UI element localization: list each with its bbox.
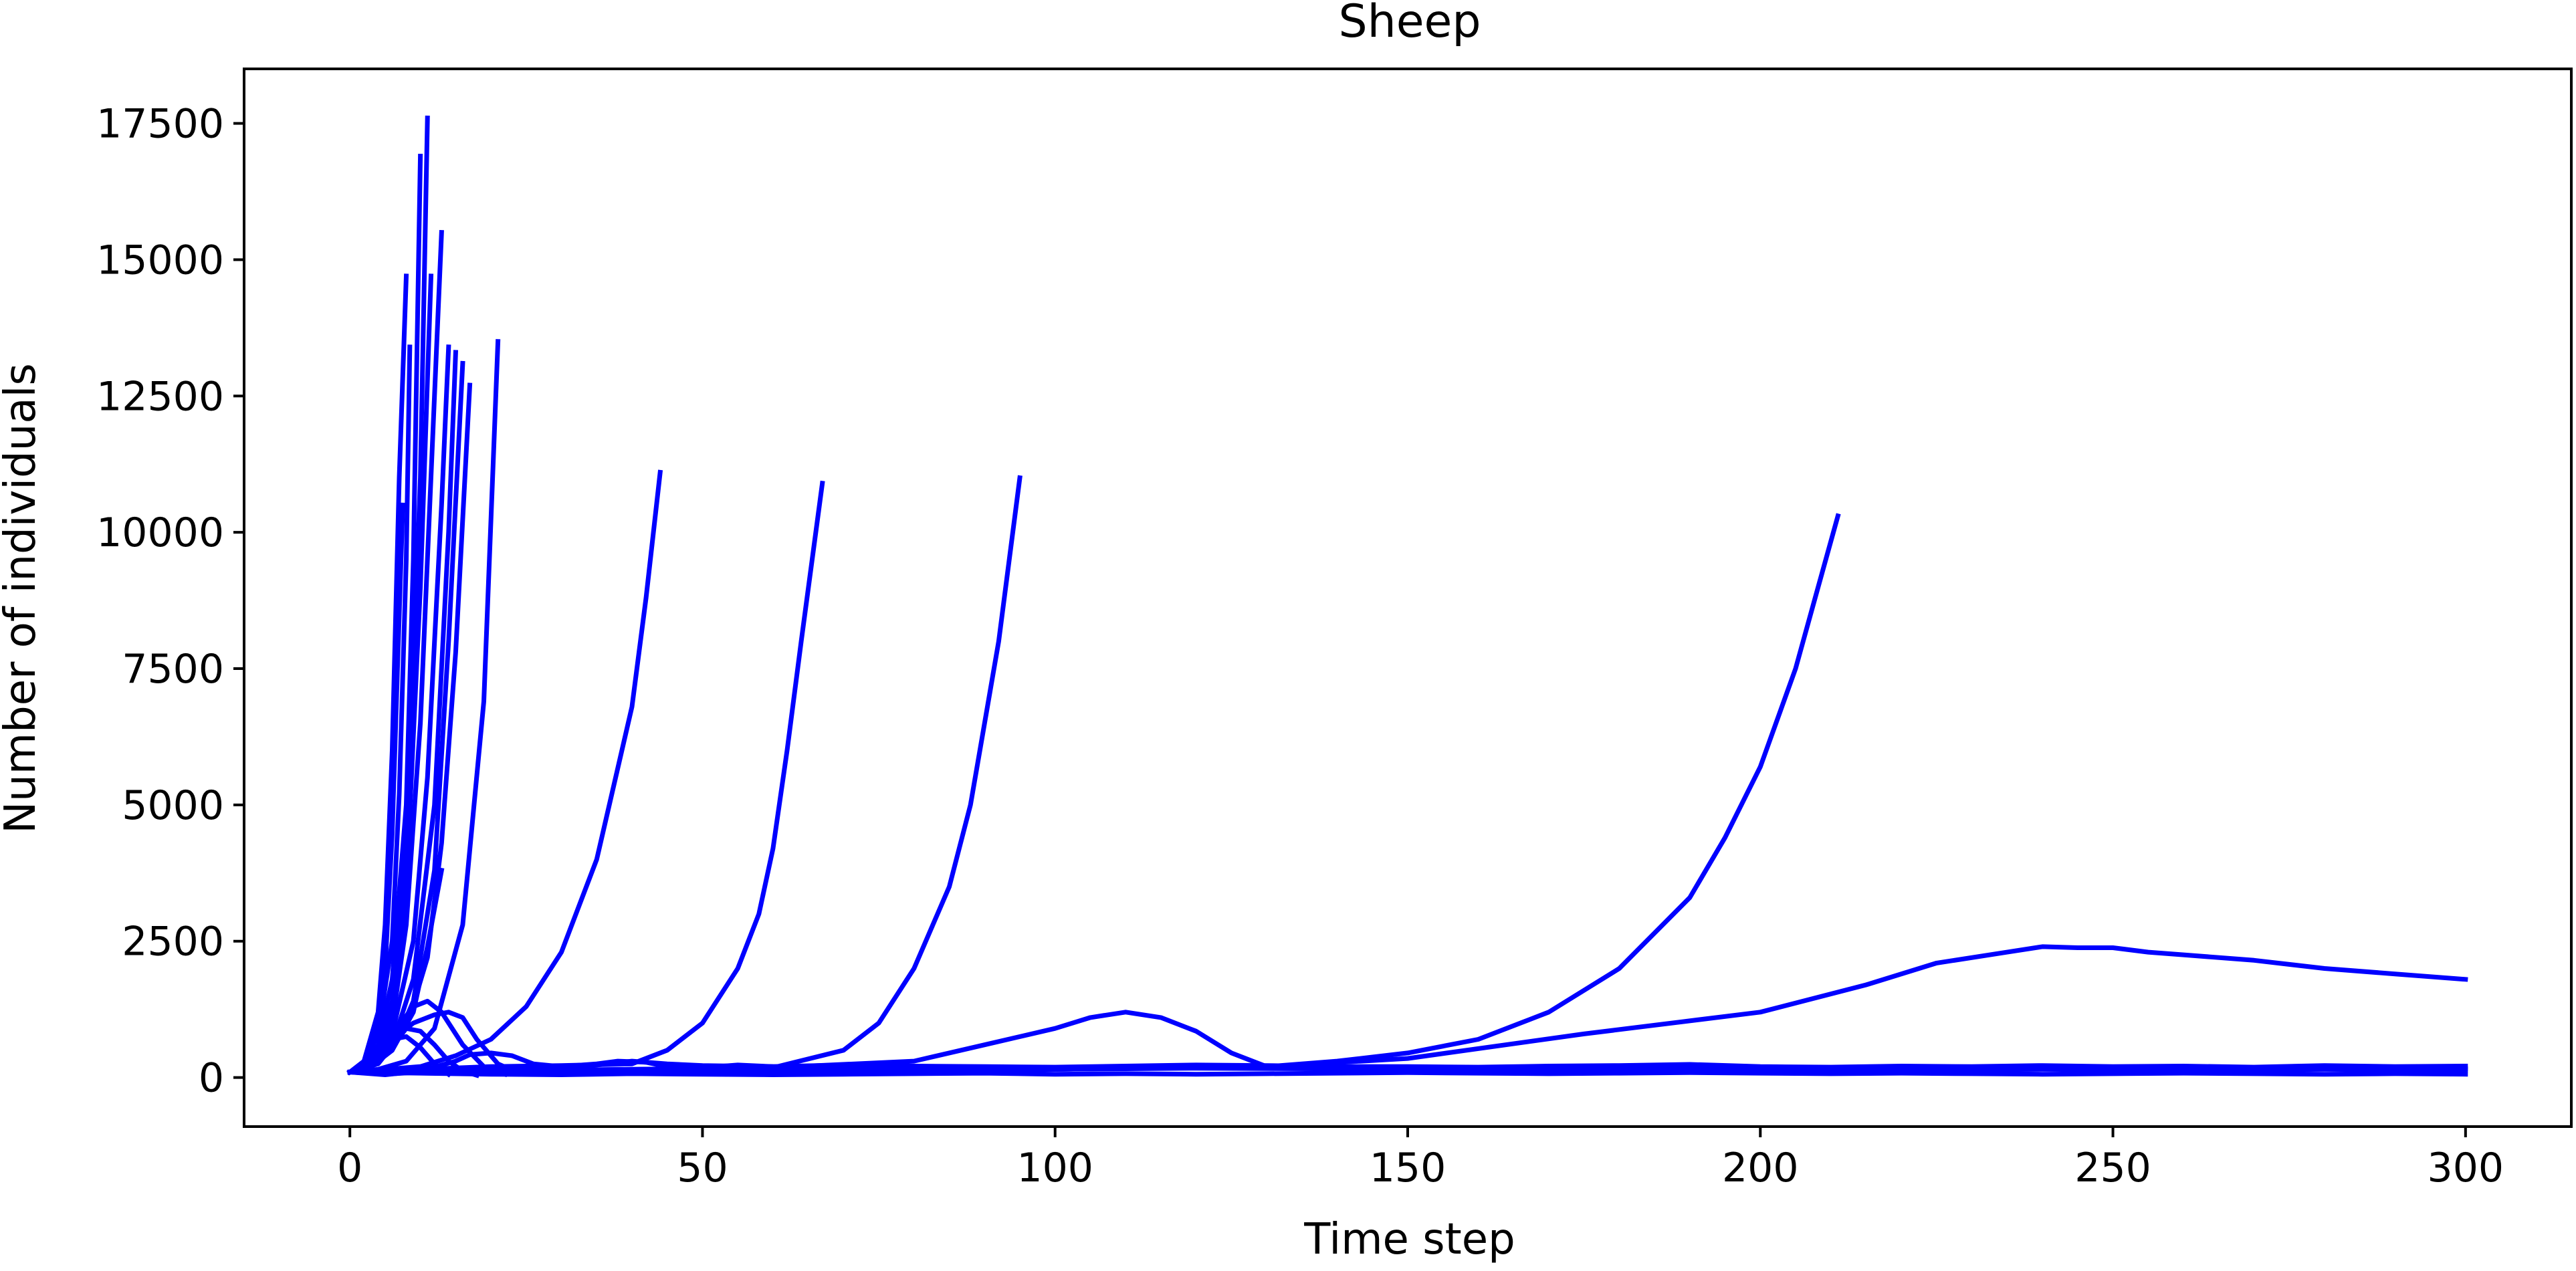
y-tick-label: 5000 bbox=[122, 782, 224, 829]
y-tick-label: 12500 bbox=[96, 373, 224, 420]
series-line-22 bbox=[347, 480, 825, 1075]
x-tick-label: 150 bbox=[1370, 1145, 1446, 1191]
x-axis-label: Time step bbox=[1303, 1215, 1515, 1264]
y-tick-label: 7500 bbox=[122, 646, 224, 693]
series-line-24 bbox=[347, 1010, 2468, 1075]
x-tick-label: 250 bbox=[2074, 1145, 2151, 1191]
y-tick-label: 10000 bbox=[96, 509, 224, 556]
axes-layer: 0 50 100 150 200 250 300 0 2500 5000 7500 10000 1250… bbox=[96, 68, 2573, 1191]
y-axis-label: Number of individuals bbox=[0, 363, 45, 833]
y-tick-label: 0 bbox=[199, 1055, 224, 1102]
x-tick-label: 100 bbox=[1016, 1145, 1093, 1191]
series-line-18 bbox=[347, 1050, 2468, 1077]
series-layer bbox=[346, 115, 2468, 1078]
y-tick-label: 15000 bbox=[96, 237, 224, 283]
chart-title: Sheep bbox=[1338, 0, 1481, 48]
x-tick-label: 200 bbox=[1722, 1145, 1799, 1191]
y-tick-label: 2500 bbox=[122, 919, 224, 965]
x-tick-label: 0 bbox=[337, 1145, 362, 1191]
y-tick-label: 17500 bbox=[96, 101, 224, 148]
x-tick-label: 300 bbox=[2428, 1145, 2504, 1191]
series-line-26 bbox=[347, 944, 2468, 1075]
x-tick-label: 50 bbox=[677, 1145, 728, 1191]
series-line-20 bbox=[347, 1069, 2468, 1077]
